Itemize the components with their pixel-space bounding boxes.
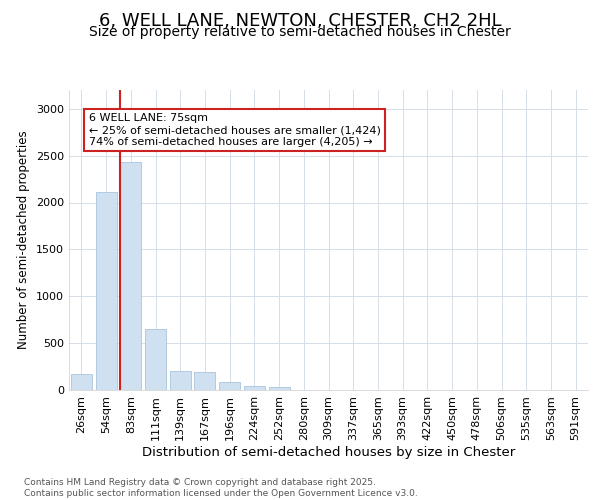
- Bar: [244, 386, 265, 390]
- Bar: [95, 192, 116, 390]
- Text: 6, WELL LANE, NEWTON, CHESTER, CH2 2HL: 6, WELL LANE, NEWTON, CHESTER, CH2 2HL: [98, 12, 502, 30]
- Text: Contains HM Land Registry data © Crown copyright and database right 2025.
Contai: Contains HM Land Registry data © Crown c…: [24, 478, 418, 498]
- Text: 6 WELL LANE: 75sqm
← 25% of semi-detached houses are smaller (1,424)
74% of semi: 6 WELL LANE: 75sqm ← 25% of semi-detache…: [89, 114, 380, 146]
- Bar: [145, 329, 166, 390]
- Bar: [120, 162, 141, 390]
- Bar: [269, 387, 290, 390]
- Bar: [71, 374, 92, 390]
- Bar: [194, 372, 215, 390]
- Bar: [170, 371, 191, 390]
- Bar: [219, 382, 240, 390]
- Text: Size of property relative to semi-detached houses in Chester: Size of property relative to semi-detach…: [89, 25, 511, 39]
- Y-axis label: Number of semi-detached properties: Number of semi-detached properties: [17, 130, 31, 350]
- X-axis label: Distribution of semi-detached houses by size in Chester: Distribution of semi-detached houses by …: [142, 446, 515, 458]
